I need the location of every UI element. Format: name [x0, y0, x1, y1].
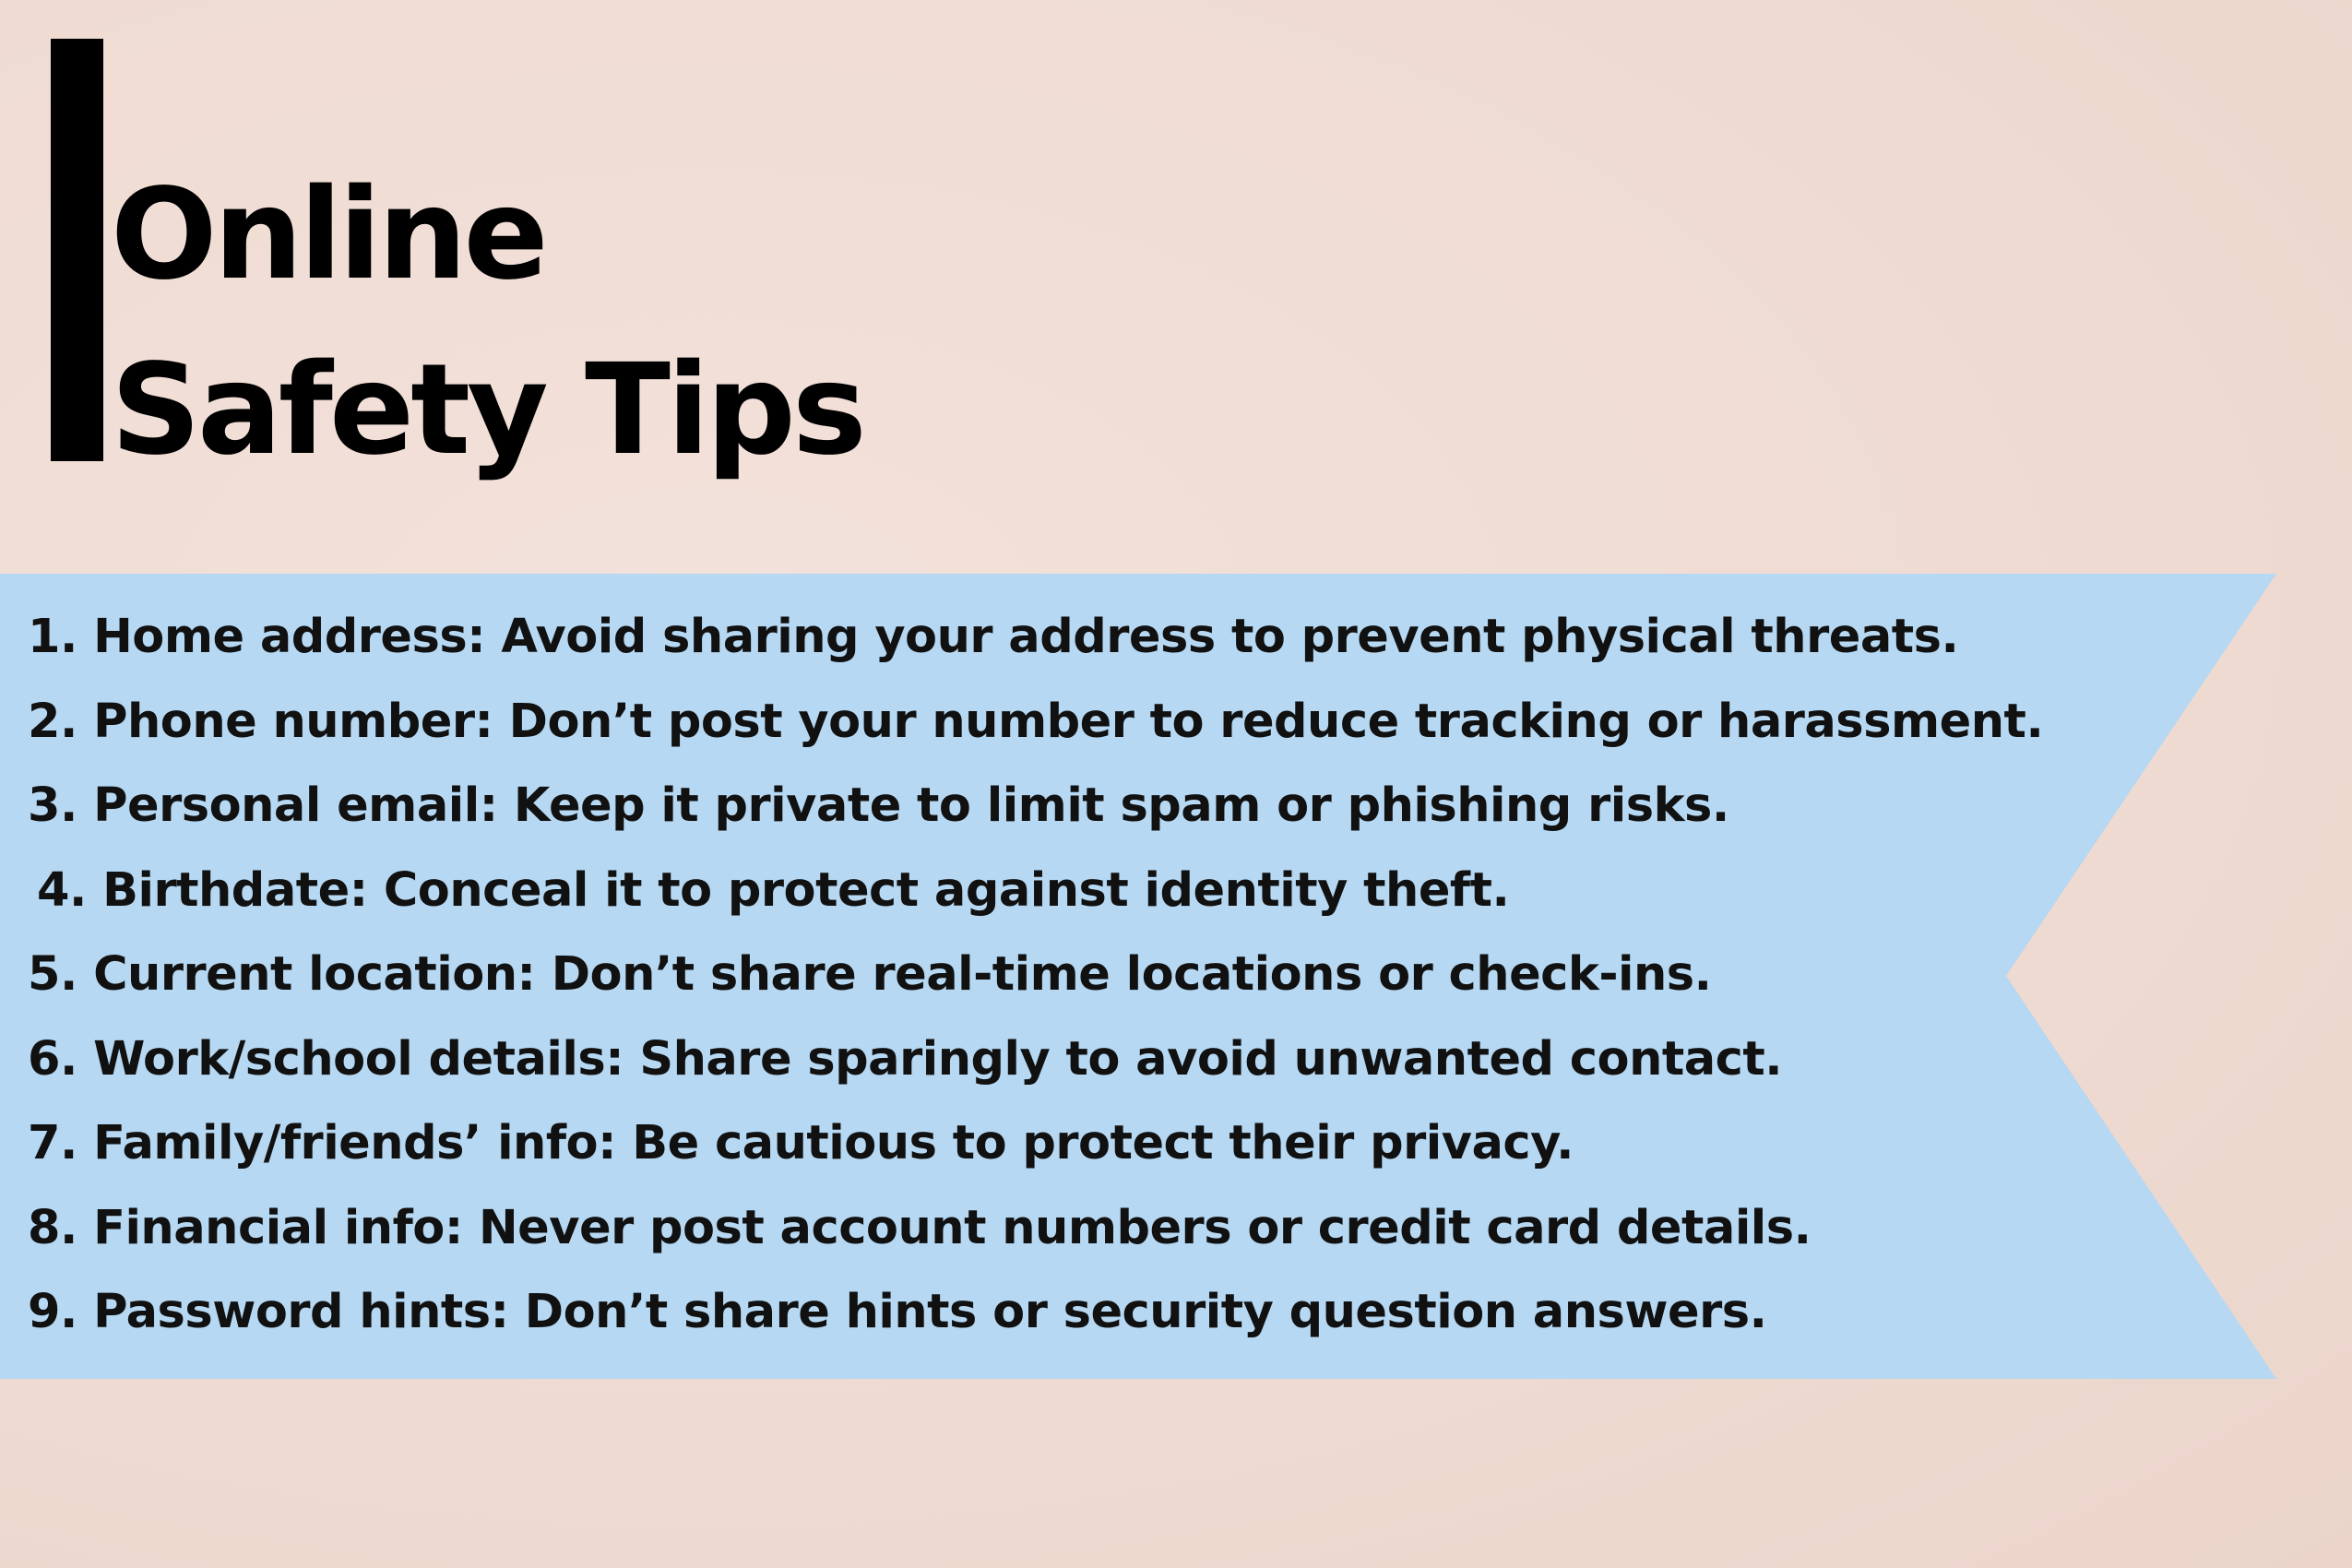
tip-item-4: 4. Birthdate: Conceal it to protect agai… [37, 862, 1510, 918]
tip-item-6: 6. Work/school details: Share sparingly … [28, 1031, 1783, 1087]
title-line-1: Online [111, 162, 549, 308]
title-accent-bar [51, 39, 103, 461]
tip-item-9: 9. Password hints: Don’t share hints or … [28, 1285, 1767, 1339]
tips-banner: 1. Home address: Avoid sharing your addr… [0, 574, 2276, 1379]
tip-item-7: 7. Family/friends’ info: Be cautious to … [28, 1116, 1574, 1170]
tip-item-1: 1. Home address: Avoid sharing your addr… [28, 610, 1959, 664]
title-line-2: Safety Tips [111, 338, 867, 483]
tip-item-2: 2. Phone number: Don’t post your number … [28, 694, 2044, 749]
tips-list: 1. Home address: Avoid sharing your addr… [28, 595, 2044, 1355]
tip-item-8: 8. Financial info: Never post account nu… [28, 1200, 1812, 1255]
banner-shape [0, 574, 2276, 1379]
page-title: Online Safety Tips [111, 148, 867, 498]
tip-item-5: 5. Current location: Don’t share real-ti… [28, 947, 1712, 1002]
tip-item-3: 3. Personal email: Keep it private to li… [28, 778, 1729, 833]
